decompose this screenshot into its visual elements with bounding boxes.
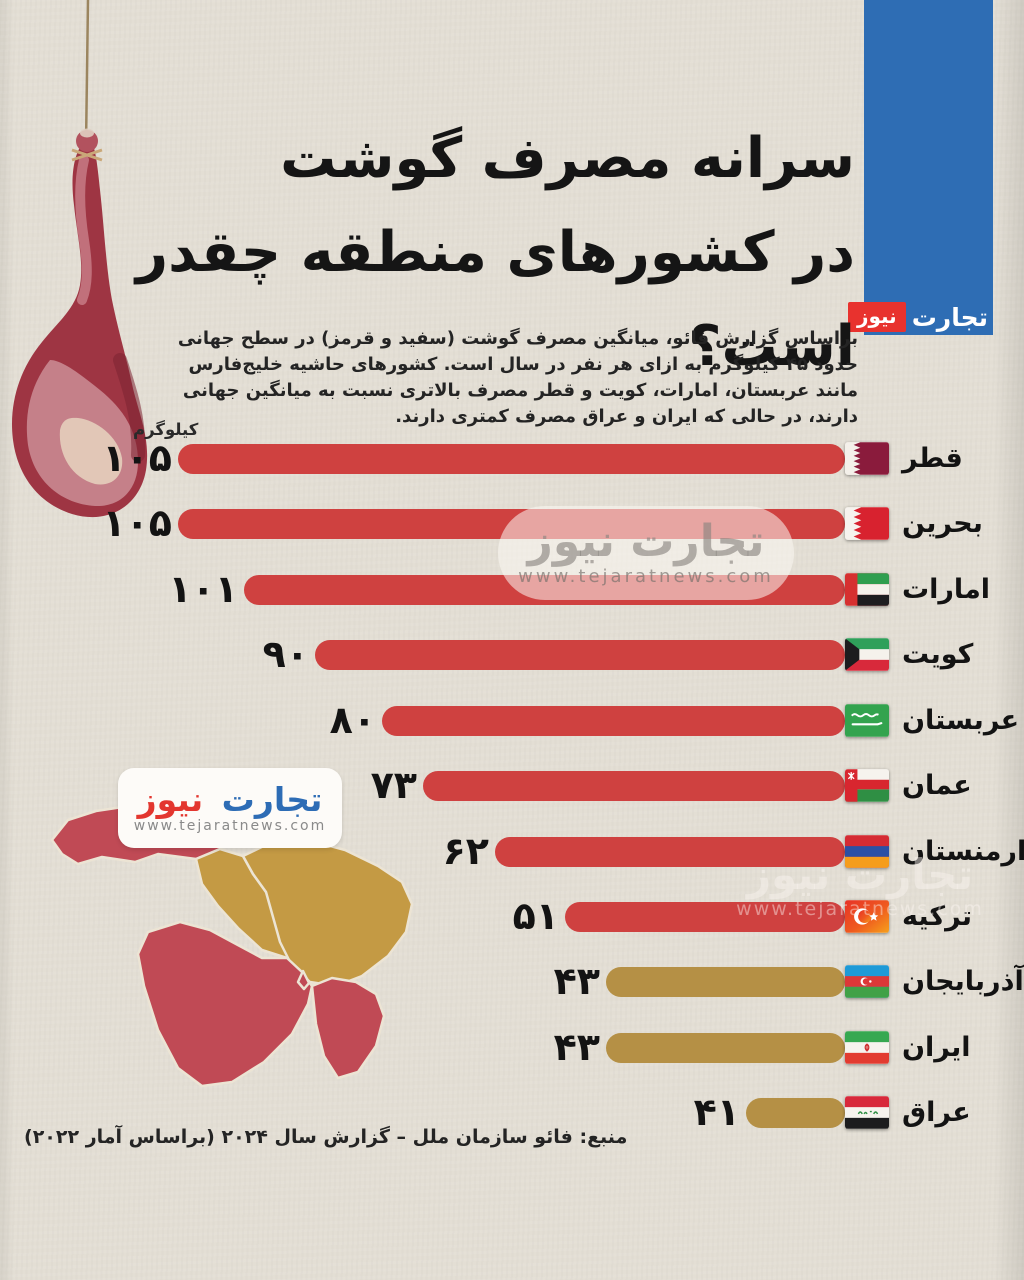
right-watermark: تجارت نیوز www.tejaratnews.com: [695, 850, 1024, 921]
bar-value-label: ۵۱: [512, 894, 559, 938]
title-line-1: سرانه مصرف گوشت: [280, 126, 855, 191]
bar-value-label: ۸۰: [329, 698, 376, 742]
watermark-url-text: www.tejaratnews.com: [736, 898, 984, 920]
country-label: کویت: [902, 639, 974, 670]
source-note: منبع: فائو سازمان ملل – گزارش سال ۲۰۲۴ (…: [24, 1126, 628, 1148]
kuwait-flag-icon: [845, 638, 889, 671]
bar-row: ۶۲ ارمنستان: [0, 829, 1024, 873]
bar-value-label: ۴۳: [553, 1025, 600, 1069]
bar-row: ۴۳ ایران: [0, 1025, 1024, 1069]
armenia-flag-icon: [845, 835, 889, 868]
hanging-meat-illustration: [12, 0, 148, 518]
logo-word-tejarat: تجارت: [221, 779, 323, 819]
tejaratnews-logo-card: تجارت نیوز www.tejaratnews.com: [118, 768, 342, 848]
consumption-bar: [178, 444, 845, 474]
saudi-flag-icon: [845, 704, 889, 737]
country-label: عمان: [902, 770, 972, 801]
bar-value-label: ۱۰۵: [102, 436, 172, 480]
tejaratnews-badge: تجارت نیوز: [847, 302, 988, 332]
turkey-flag-icon: [845, 900, 889, 933]
bar-row: ۵۱ ترکیه: [0, 894, 1024, 938]
watermark-brand-text: تجارت نیوز: [527, 515, 765, 567]
country-label: ارمنستان: [902, 836, 1024, 867]
watermark-brand-text: تجارت نیوز: [746, 850, 974, 899]
bar-value-label: ۱۰۵: [102, 501, 172, 545]
iraq-flag-icon: [845, 1096, 889, 1129]
iran-flag-icon: [845, 1031, 889, 1064]
bar-row: ۴۳ آذربایجان: [0, 959, 1024, 1003]
bar-value-label: ۴۱: [693, 1090, 740, 1134]
tejaratnews-logo: تجارت نیوز: [137, 779, 323, 819]
country-label: امارات: [902, 574, 991, 605]
badge-word-news: نیوز: [847, 302, 906, 332]
uae-flag-icon: [845, 573, 889, 606]
map-arabia-shape: [136, 920, 314, 1088]
country-label: ترکیه: [902, 901, 973, 932]
bar-value-label: ۹۰: [262, 632, 309, 676]
logo-card-url: www.tejaratnews.com: [133, 817, 327, 834]
bar-row: ۷۳ عمان: [0, 763, 1024, 807]
country-label: بحرین: [902, 508, 983, 539]
title-line-2: در کشورهای منطقه چقدر است؟: [135, 220, 855, 379]
qatar-flag-icon: [845, 442, 889, 475]
azerbaijan-flag-icon: [845, 965, 889, 998]
consumption-bar: [606, 1033, 845, 1063]
bar-value-label: ۴۳: [553, 959, 600, 1003]
bar-value-label: ۶۲: [442, 829, 489, 873]
watermark-url-text: www.tejaratnews.com: [518, 565, 774, 587]
country-label: آذربایجان: [902, 966, 1024, 997]
country-label: عربستان: [902, 705, 1020, 736]
intro-paragraph: براساس گزارش فائو، میانگین مصرف گوشت (سف…: [177, 328, 858, 427]
map-iran-shape: [241, 838, 414, 988]
map-oman-uae-shape: [310, 976, 386, 1080]
country-label: قطر: [902, 443, 963, 474]
unit-label: کیلوگرم: [133, 420, 199, 439]
consumption-bar: [315, 640, 845, 670]
consumption-bar: [606, 967, 845, 997]
country-label: ایران: [902, 1032, 971, 1063]
badge-word-tejarat: تجارت: [911, 302, 988, 332]
center-watermark: تجارت نیوز www.tejaratnews.com: [498, 506, 794, 600]
bar-value-label: ۱۰۱: [168, 567, 238, 611]
bar-row: ۸۰ عربستان: [0, 698, 1024, 742]
consumption-bar: [423, 771, 845, 801]
map-qatar-shape: [296, 969, 311, 991]
oman-flag-icon: [845, 769, 889, 802]
consumption-bar: [565, 902, 845, 932]
bar-row: ۹۰ کویت: [0, 632, 1024, 676]
bar-value-label: ۷۳: [370, 763, 417, 807]
bar-row: ۴۱ عراق: [0, 1090, 1024, 1134]
country-label: عراق: [902, 1097, 971, 1128]
consumption-bar: [495, 837, 845, 867]
brand-blue-rectangle: تجارت نیوز: [847, 0, 993, 335]
logo-word-news: نیوز: [137, 779, 204, 819]
page-title: سرانه مصرف گوشت در کشورهای منطقه چقدر اس…: [95, 112, 855, 394]
bahrain-flag-icon: [845, 507, 889, 540]
consumption-bar: [746, 1098, 845, 1128]
bar-row: ۱۰۵ قطر: [0, 436, 1024, 480]
consumption-bar: [382, 706, 845, 736]
